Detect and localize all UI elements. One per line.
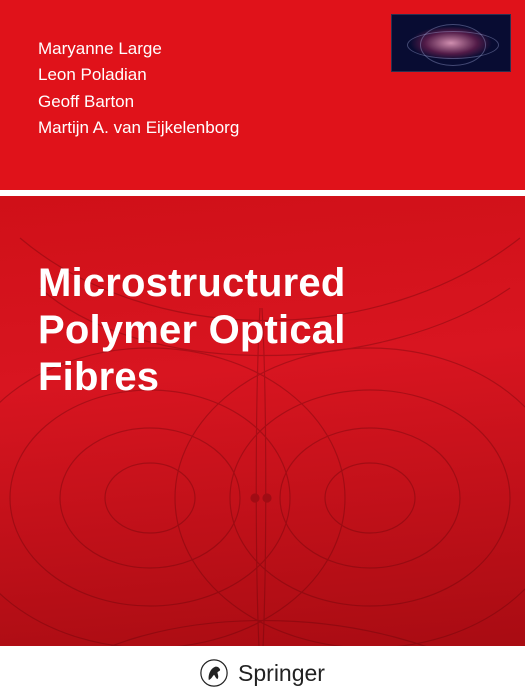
title-line: Polymer Optical — [38, 307, 525, 354]
author-list: Maryanne Large Leon Poladian Geoff Barto… — [0, 0, 391, 190]
title-line: Microstructured — [38, 260, 525, 307]
author-name: Maryanne Large — [38, 36, 391, 62]
header-band: Maryanne Large Leon Poladian Geoff Barto… — [0, 0, 525, 190]
series-emblem — [391, 14, 511, 72]
main-panel: Microstructured Polymer Optical Fibres S… — [0, 196, 525, 700]
author-name: Martijn A. van Eijkelenborg — [38, 115, 391, 141]
publisher-bar: Springer — [0, 646, 525, 700]
author-name: Geoff Barton — [38, 89, 391, 115]
book-title: Microstructured Polymer Optical Fibres — [0, 196, 525, 402]
publisher-name: Springer — [238, 660, 325, 687]
author-name: Leon Poladian — [38, 62, 391, 88]
title-line: Fibres — [38, 354, 525, 401]
springer-horse-icon — [200, 659, 228, 687]
book-cover: Maryanne Large Leon Poladian Geoff Barto… — [0, 0, 525, 700]
